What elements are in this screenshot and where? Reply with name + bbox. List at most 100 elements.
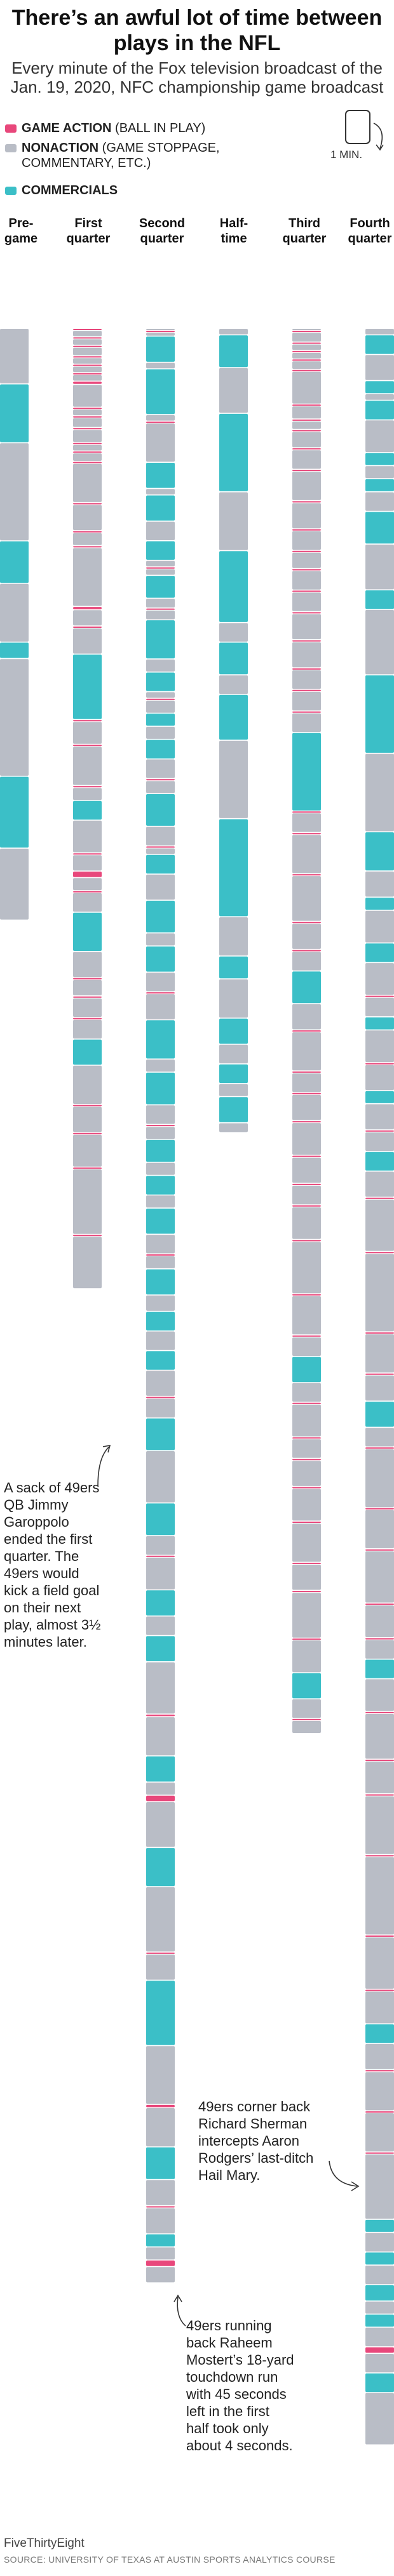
segment-game-action bbox=[146, 2261, 175, 2266]
segment-commercial bbox=[146, 1176, 175, 1195]
segment-nonaction bbox=[292, 1721, 321, 1733]
segment-game-action bbox=[365, 1332, 394, 1334]
segment-nonaction bbox=[292, 333, 321, 342]
segment-nonaction bbox=[292, 503, 321, 529]
segment-nonaction bbox=[365, 394, 394, 400]
segment-nonaction bbox=[292, 1207, 321, 1239]
annotation-line: 49ers corner back bbox=[198, 2099, 311, 2115]
segment-nonaction bbox=[219, 917, 248, 956]
segment-nonaction bbox=[365, 609, 394, 675]
segment-game-action bbox=[73, 627, 102, 628]
segment-nonaction bbox=[292, 1640, 321, 1673]
segment-commercial bbox=[146, 1020, 175, 1059]
segment-nonaction bbox=[146, 561, 175, 567]
segment-game-action bbox=[365, 1935, 394, 1937]
segment-game-action bbox=[292, 833, 321, 835]
segment-commercial bbox=[365, 1017, 394, 1030]
segment-commercial bbox=[73, 800, 102, 820]
segment-commercial bbox=[365, 453, 394, 465]
segment-commercial bbox=[365, 943, 394, 962]
column-header-line2: quarter bbox=[140, 232, 184, 246]
segment-game-action bbox=[365, 1508, 394, 1510]
segment-commercial bbox=[146, 794, 175, 826]
page-subtitle: Every minute of the Fox television broad… bbox=[10, 58, 384, 96]
segment-nonaction bbox=[365, 997, 394, 1016]
segment-game-action bbox=[292, 501, 321, 503]
segment-commercial bbox=[146, 1418, 175, 1451]
segment-commercial bbox=[292, 1673, 321, 1699]
segment-commercial bbox=[365, 335, 394, 354]
segment-game-action bbox=[292, 612, 321, 614]
segment-commercial bbox=[146, 1636, 175, 1661]
segment-commercial bbox=[146, 1139, 175, 1162]
segment-nonaction bbox=[365, 1796, 394, 1854]
segment-commercial bbox=[146, 1351, 175, 1370]
segment-nonaction bbox=[73, 820, 102, 853]
segment-game-action bbox=[292, 1294, 321, 1296]
segment-nonaction bbox=[146, 2208, 175, 2234]
segment-commercial bbox=[219, 694, 248, 740]
segment-nonaction bbox=[146, 1616, 175, 1635]
segment-nonaction bbox=[292, 361, 321, 369]
segment-nonaction bbox=[146, 489, 175, 495]
segment-nonaction bbox=[292, 571, 321, 590]
segment-nonaction bbox=[146, 610, 175, 620]
segment-nonaction bbox=[73, 855, 102, 871]
segment-game-action bbox=[73, 373, 102, 375]
segment-game-action bbox=[292, 470, 321, 472]
segment-commercial bbox=[146, 541, 175, 560]
segment-nonaction bbox=[365, 1171, 394, 1197]
segment-nonaction bbox=[292, 1123, 321, 1155]
segment-game-action bbox=[73, 546, 102, 548]
legend-nonaction: NONACTION (GAME STOPPAGE, COMMENTARY, ET… bbox=[5, 140, 220, 171]
segment-commercial bbox=[219, 1018, 248, 1044]
segment-nonaction bbox=[365, 2301, 394, 2314]
segment-commercial bbox=[146, 2234, 175, 2247]
segment-commercial bbox=[219, 956, 248, 979]
segment-nonaction bbox=[365, 1065, 394, 1091]
segment-nonaction bbox=[292, 531, 321, 550]
segment-nonaction bbox=[73, 444, 102, 451]
segment-game-action bbox=[292, 1522, 321, 1523]
segment-commercial bbox=[219, 413, 248, 491]
legend-commercials: COMMERCIALS bbox=[5, 183, 118, 198]
segment-game-action bbox=[365, 2152, 394, 2154]
annotation-line: kick a field goal bbox=[4, 1583, 100, 1598]
segment-nonaction bbox=[365, 1605, 394, 1637]
segment-game-action bbox=[292, 711, 321, 713]
segment-nonaction bbox=[73, 628, 102, 654]
segment-nonaction bbox=[146, 2267, 175, 2283]
annotation-line: Richard Sherman bbox=[198, 2116, 308, 2132]
segment-game-action bbox=[73, 1105, 102, 1106]
segment-nonaction bbox=[365, 963, 394, 995]
segment-commercial bbox=[146, 740, 175, 759]
segment-nonaction bbox=[365, 420, 394, 453]
segment-commercial bbox=[146, 576, 175, 598]
segment-nonaction bbox=[292, 876, 321, 921]
segment-commercial bbox=[146, 1072, 175, 1105]
segment-commercial bbox=[219, 819, 248, 917]
page-title: There’s an awful lot of time between pla… bbox=[11, 6, 383, 55]
segment-game-action bbox=[292, 1183, 321, 1185]
source-note: SOURCE: UNIVERSITY OF TEXAS AT AUSTIN SP… bbox=[4, 2554, 336, 2565]
segment-nonaction bbox=[73, 1169, 102, 1234]
segment-nonaction bbox=[219, 329, 248, 335]
segment-commercial bbox=[219, 1097, 248, 1122]
annotation-line: Garoppolo bbox=[4, 1514, 69, 1530]
segment-game-action bbox=[146, 846, 175, 848]
segment-game-action bbox=[73, 329, 102, 330]
segment-game-action bbox=[292, 569, 321, 571]
segment-nonaction bbox=[146, 1536, 175, 1555]
segment-commercial bbox=[365, 401, 394, 420]
segment-game-action bbox=[73, 428, 102, 430]
segment-nonaction bbox=[292, 1337, 321, 1356]
segment-nonaction bbox=[146, 933, 175, 946]
segment-nonaction bbox=[73, 347, 102, 355]
segment-commercial bbox=[365, 1091, 394, 1103]
segment-nonaction bbox=[365, 754, 394, 832]
segment-commercial bbox=[146, 2147, 175, 2179]
segment-nonaction bbox=[292, 1242, 321, 1294]
legend-game-action: GAME ACTION (BALL IN PLAY) bbox=[5, 121, 205, 136]
segment-game-action bbox=[365, 2070, 394, 2072]
segment-game-action bbox=[146, 1715, 175, 1716]
